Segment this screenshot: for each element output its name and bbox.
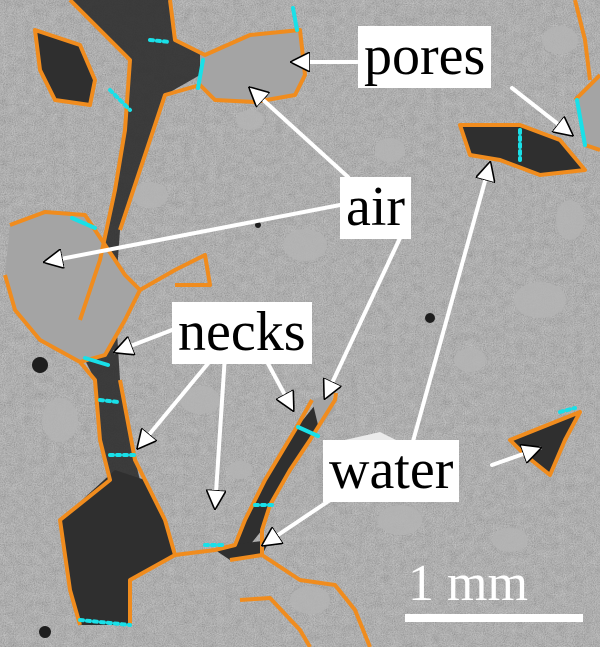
label-water: water (323, 440, 460, 502)
arrow-necks-to-lower-neck (215, 353, 227, 508)
arrow-necks-to-middle-neck (138, 353, 217, 448)
neck-markers (70, 6, 587, 627)
annotation-arrows (45, 62, 572, 545)
arrow-air-to-left-pore (45, 203, 342, 262)
scale-bar (405, 614, 583, 622)
aggregate-particles (42, 26, 584, 614)
arrow-necks-to-right-neck (263, 356, 295, 410)
arrow-water-to-right-pore (410, 163, 490, 447)
arrow-necks-to-left-neck (115, 328, 174, 352)
arrow-air-to-small-pore (325, 236, 402, 398)
label-air: air (340, 177, 412, 239)
arrow-air-to-top-pore (250, 88, 350, 179)
label-necks: necks (172, 302, 312, 364)
arrow-water-to-lower-pore (490, 448, 540, 467)
pore-outlines (3, 0, 600, 647)
scale-bar-label: 1 mm (408, 555, 528, 612)
label-pores: pores (358, 26, 492, 88)
arrow-pores-to-right-pore (510, 86, 572, 135)
